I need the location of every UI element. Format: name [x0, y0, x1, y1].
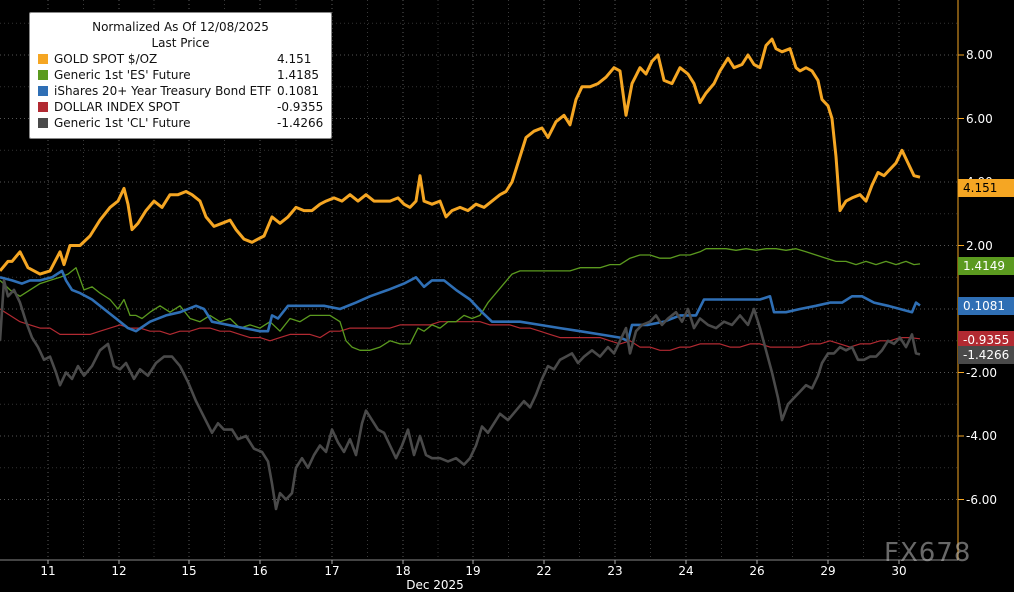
- legend-subtitle: Last Price: [151, 36, 210, 50]
- legend-label: DOLLAR INDEX SPOT: [54, 100, 180, 114]
- legend-item: Generic 1st 'CL' Future -1.4266: [30, 115, 331, 131]
- x-tick-label: 17: [324, 564, 340, 578]
- legend: Normalized As Of 12/08/2025 Last Price G…: [29, 12, 332, 139]
- y-tick-label: -2.00: [966, 365, 998, 380]
- x-tick-label: 22: [536, 564, 552, 578]
- legend-label: Generic 1st 'ES' Future: [54, 68, 191, 82]
- legend-label: GOLD SPOT $/OZ: [54, 52, 158, 66]
- y-tick-label: 6.00: [966, 111, 993, 126]
- x-tick-label: 26: [749, 564, 765, 578]
- legend-value: -1.4266: [277, 116, 324, 130]
- x-tick-label: 12: [111, 564, 127, 578]
- x-tick-label: 11: [40, 564, 56, 578]
- last-value-tag: -1.4266: [958, 346, 1014, 364]
- x-tick-label: 15: [181, 564, 197, 578]
- legend-swatch: [38, 54, 48, 64]
- legend-item: DOLLAR INDEX SPOT -0.9355: [30, 99, 331, 115]
- x-tick-label: 30: [891, 564, 907, 578]
- legend-value: 0.1081: [277, 84, 319, 98]
- last-value-tag: 1.4149: [958, 257, 1014, 275]
- legend-label: Generic 1st 'CL' Future: [54, 116, 191, 130]
- legend-value: 1.4185: [277, 68, 319, 82]
- legend-title: Normalized As Of 12/08/2025: [92, 20, 269, 34]
- y-tick-label: -6.00: [966, 492, 998, 507]
- series-line-1: [0, 248, 921, 351]
- series-line-4: [0, 279, 921, 511]
- x-tick-label: 16: [252, 564, 268, 578]
- y-tick-label: 2.00: [966, 238, 993, 253]
- legend-value: 4.151: [277, 52, 312, 66]
- x-tick-label: 23: [607, 564, 623, 578]
- x-tick-label: 24: [678, 564, 694, 578]
- series-lines: [0, 37, 921, 511]
- legend-item: Generic 1st 'ES' Future 1.4185: [30, 67, 331, 83]
- last-value-tag: 0.1081: [958, 297, 1014, 315]
- x-axis-title: Dec 2025: [406, 578, 464, 592]
- x-tick-label: 29: [820, 564, 836, 578]
- series-line-3: [0, 308, 921, 351]
- legend-value: -0.9355: [277, 100, 324, 114]
- legend-item: iShares 20+ Year Treasury Bond ETF 0.1081: [30, 83, 331, 99]
- watermark: FX678: [884, 538, 972, 568]
- legend-label: iShares 20+ Year Treasury Bond ETF: [54, 84, 272, 98]
- legend-swatch: [38, 86, 48, 96]
- last-value-tag: 4.151: [958, 179, 1014, 197]
- legend-item: GOLD SPOT $/OZ 4.151: [30, 51, 331, 67]
- x-tick-label: 19: [465, 564, 481, 578]
- legend-swatch: [38, 102, 48, 112]
- legend-swatch: [38, 70, 48, 80]
- series-line-2: [0, 269, 921, 343]
- last-value-tag: -0.9355: [958, 331, 1014, 349]
- y-tick-label: -4.00: [966, 429, 998, 443]
- legend-swatch: [38, 118, 48, 128]
- x-tick-label: 18: [395, 564, 411, 578]
- y-tick-label: 8.00: [966, 48, 993, 62]
- series-line-0: [0, 37, 921, 276]
